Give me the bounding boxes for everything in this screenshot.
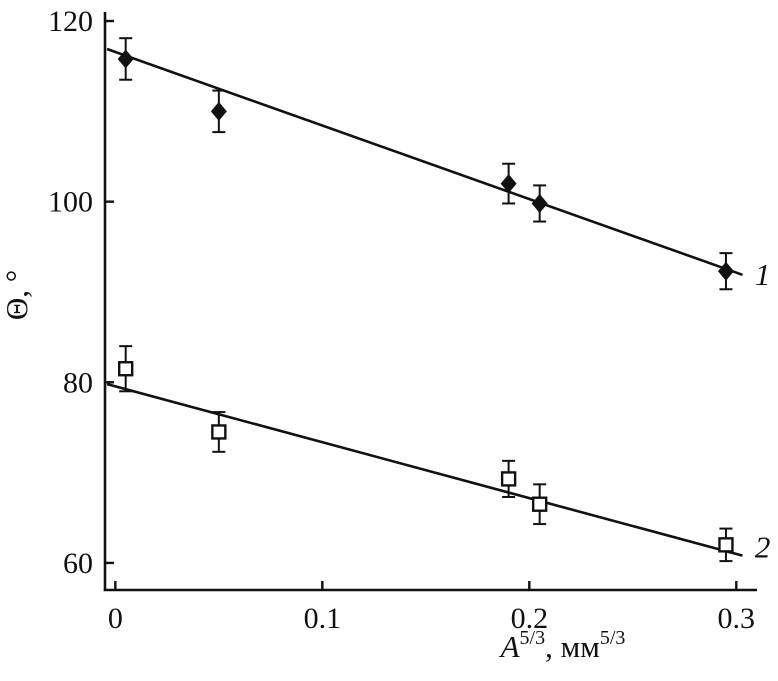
x-axis-title-superscript: 5/3 bbox=[600, 627, 626, 649]
y-tick-label: 80 bbox=[63, 366, 93, 399]
data-point-series-2 bbox=[117, 361, 134, 377]
fit-line-series-1 bbox=[106, 47, 743, 277]
y-tick-label: 60 bbox=[63, 547, 93, 580]
data-point-series-2 bbox=[500, 471, 517, 487]
x-axis-title-superscript: 5/3 bbox=[520, 627, 546, 649]
x-tick-label: 0.2 bbox=[511, 602, 549, 635]
data-point-series-1 bbox=[117, 49, 134, 69]
x-tick-label: 0.1 bbox=[304, 602, 342, 635]
y-tick-label: 100 bbox=[48, 186, 93, 219]
y-axis-title: Θ, ° bbox=[0, 270, 34, 320]
data-point-series-1 bbox=[500, 174, 517, 194]
series-label-1: 1 bbox=[755, 257, 771, 292]
data-point-series-2 bbox=[531, 496, 548, 512]
x-axis-title: A5/3, мм5/3 bbox=[499, 627, 626, 664]
y-tick-label: 120 bbox=[48, 5, 93, 38]
series-label-2: 2 bbox=[755, 530, 771, 565]
x-tick-label: 0.3 bbox=[718, 602, 756, 635]
x-tick-label: 0 bbox=[108, 602, 123, 635]
data-point-series-1 bbox=[210, 101, 227, 121]
x-axis-title-text: A bbox=[499, 629, 521, 664]
data-point-series-2 bbox=[718, 537, 734, 553]
data-point-series-2 bbox=[211, 424, 227, 440]
x-axis-title-text: , мм bbox=[545, 629, 600, 664]
data-point-series-1 bbox=[531, 193, 548, 213]
data-point-series-1 bbox=[717, 261, 734, 281]
